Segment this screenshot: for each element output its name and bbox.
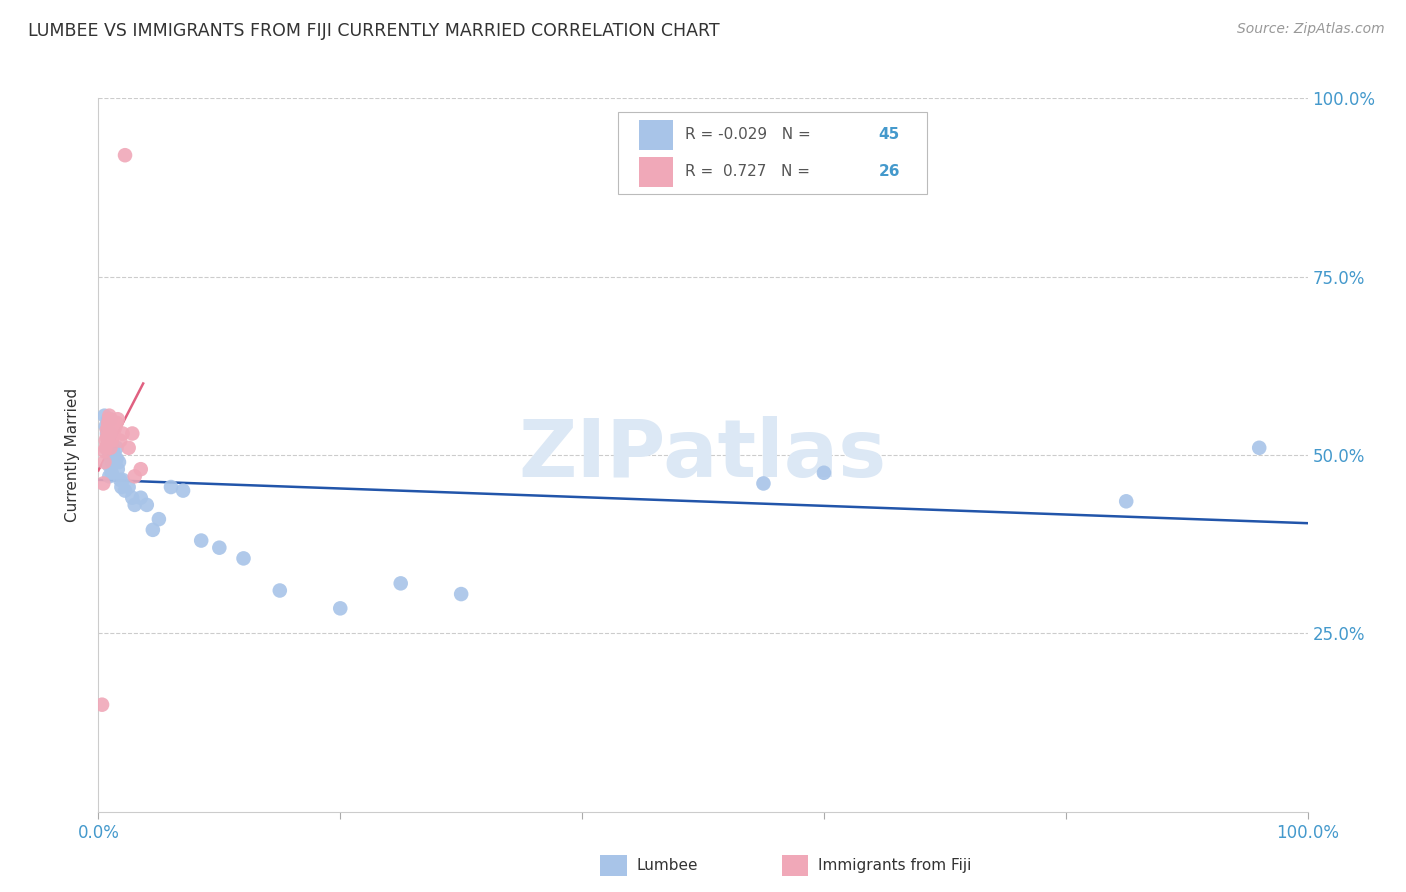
Point — [100, 441, 122, 455]
Text: LUMBEE VS IMMIGRANTS FROM FIJI CURRENTLY MARRIED CORRELATION CHART: LUMBEE VS IMMIGRANTS FROM FIJI CURRENTLY… — [28, 22, 720, 40]
Point — [98, 409, 121, 423]
Point — [91, 698, 114, 712]
Text: R = -0.029   N =: R = -0.029 N = — [685, 127, 815, 142]
Point — [232, 551, 254, 566]
Text: 26: 26 — [879, 164, 900, 179]
Point — [118, 441, 141, 455]
Point — [97, 412, 120, 426]
Point — [101, 441, 124, 455]
Point — [269, 583, 291, 598]
Point — [450, 587, 472, 601]
Point — [103, 448, 125, 462]
Point — [98, 469, 121, 483]
Point — [97, 434, 120, 448]
Point — [129, 462, 152, 476]
Point — [208, 541, 231, 555]
Point — [389, 576, 412, 591]
Point — [135, 498, 157, 512]
Point — [329, 601, 352, 615]
Point — [124, 469, 146, 483]
Point — [104, 419, 127, 434]
Point — [752, 476, 775, 491]
Point — [96, 430, 118, 444]
Point — [108, 455, 131, 469]
Point — [97, 416, 120, 430]
Point — [148, 512, 170, 526]
Point — [101, 426, 124, 441]
Point — [98, 412, 121, 426]
Point — [114, 148, 136, 162]
Point — [118, 480, 141, 494]
Point — [93, 444, 115, 458]
Point — [114, 483, 136, 498]
Point — [105, 451, 128, 466]
Bar — [782, 855, 808, 876]
Point — [100, 412, 122, 426]
Point — [105, 416, 128, 430]
Point — [142, 523, 165, 537]
Point — [94, 441, 117, 455]
Point — [172, 483, 194, 498]
Point — [111, 473, 134, 487]
Point — [100, 466, 122, 480]
Point — [96, 441, 118, 455]
Point — [100, 426, 122, 441]
Point — [1249, 441, 1271, 455]
Point — [100, 455, 122, 469]
Point — [121, 491, 143, 505]
Point — [107, 412, 129, 426]
Point — [121, 426, 143, 441]
Text: R =  0.727   N =: R = 0.727 N = — [685, 164, 814, 179]
Text: Lumbee: Lumbee — [637, 858, 697, 872]
Point — [107, 462, 129, 476]
Point — [93, 455, 115, 469]
Point — [160, 480, 183, 494]
Point — [1115, 494, 1137, 508]
Point — [98, 458, 121, 473]
Y-axis label: Currently Married: Currently Married — [65, 388, 80, 522]
Point — [97, 419, 120, 434]
Text: Source: ZipAtlas.com: Source: ZipAtlas.com — [1237, 22, 1385, 37]
Point — [96, 423, 118, 437]
Point — [124, 498, 146, 512]
Point — [129, 491, 152, 505]
Point — [94, 434, 117, 448]
Point — [94, 419, 117, 434]
Bar — [638, 157, 673, 187]
Text: ZIPatlas: ZIPatlas — [519, 416, 887, 494]
Point — [108, 434, 131, 448]
Point — [103, 423, 125, 437]
Point — [98, 448, 121, 462]
Point — [100, 434, 122, 448]
Bar — [600, 855, 627, 876]
Point — [190, 533, 212, 548]
FancyBboxPatch shape — [619, 112, 927, 194]
Point — [91, 476, 114, 491]
Point — [93, 409, 115, 423]
Point — [110, 480, 132, 494]
Text: Immigrants from Fiji: Immigrants from Fiji — [818, 858, 972, 872]
Point — [108, 473, 131, 487]
Point — [96, 426, 118, 441]
Point — [100, 441, 122, 455]
Point — [104, 455, 127, 469]
Bar — [638, 120, 673, 150]
Point — [111, 426, 134, 441]
Point — [105, 441, 128, 455]
Text: 45: 45 — [879, 127, 900, 142]
Point — [813, 466, 835, 480]
